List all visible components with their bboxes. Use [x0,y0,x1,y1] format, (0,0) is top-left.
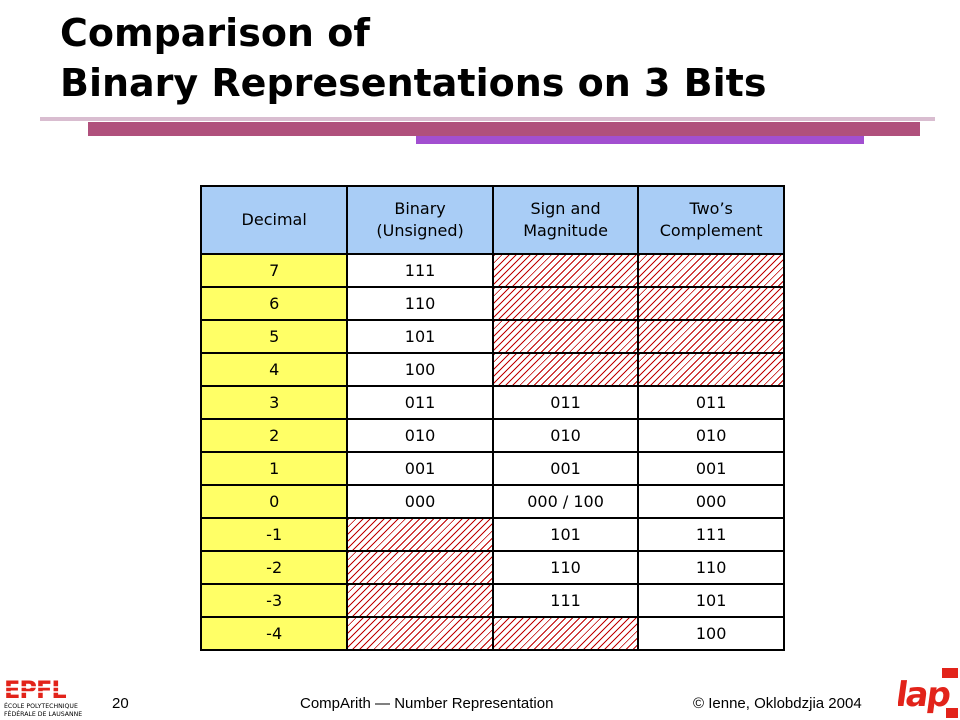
slide-title-line-2: Binary Representations on 3 Bits [60,61,767,105]
footer-copyright: © Ienne, Oklobdzjia 2004 [693,695,862,712]
cell-unsigned-not-representable [346,616,494,651]
cell-decimal: 0 [199,484,349,519]
table-row: -1 101 111 [199,517,785,552]
title-underline-thin [40,117,935,121]
cell-decimal: 6 [199,286,349,321]
svg-text:lap: lap [898,675,952,715]
svg-text:FÉDÉRALE DE LAUSANNE: FÉDÉRALE DE LAUSANNE [4,709,82,718]
cell-unsigned-not-representable [346,583,494,618]
cell-sign-magnitude-not-representable [491,616,640,651]
cell-sign-magnitude-not-representable [491,286,640,321]
cell-unsigned: 001 [346,451,494,486]
cell-sign-magnitude: 001 [491,451,640,486]
cell-sign-magnitude: 010 [491,418,640,453]
header-sign-line-1: Sign and [530,199,601,218]
table-body: 7 111 6 110 5 101 4 100 3 011 011 011 2 010 010 010 1 001… [199,253,785,651]
header-decimal-label: Decimal [241,210,307,229]
table-row: 4 100 [199,352,785,387]
cell-sign-magnitude-not-representable [491,253,640,288]
cell-decimal: 7 [199,253,349,288]
header-binary-line-2: (Unsigned) [376,221,464,240]
table-header-row: Decimal Binary (Unsigned) Sign and Magni… [199,185,785,255]
cell-twos-complement-not-representable [637,253,785,288]
cell-sign-magnitude-not-representable [491,352,640,387]
table-row: 7 111 [199,253,785,288]
cell-twos-complement: 000 [637,484,785,519]
header-decimal: Decimal [199,185,349,255]
cell-sign-magnitude: 000 / 100 [491,484,640,519]
slide-title: Comparison of Binary Representations on … [60,8,766,108]
cell-decimal: 5 [199,319,349,354]
table-row: -4 100 [199,616,785,651]
table-row: -2 110 110 [199,550,785,585]
cell-decimal: 1 [199,451,349,486]
cell-twos-complement-not-representable [637,319,785,354]
title-underline-accent [416,136,864,144]
cell-twos-complement: 110 [637,550,785,585]
header-binary-line-1: Binary [394,199,446,218]
cell-twos-complement: 101 [637,583,785,618]
table-row: 5 101 [199,319,785,354]
table-row: 0 000 000 / 100 000 [199,484,785,519]
cell-decimal: 4 [199,352,349,387]
header-twos-complement: Two’s Complement [637,185,785,255]
cell-unsigned: 111 [346,253,494,288]
cell-unsigned-not-representable [346,550,494,585]
header-sign-line-2: Magnitude [523,221,608,240]
cell-twos-complement: 001 [637,451,785,486]
cell-sign-magnitude: 110 [491,550,640,585]
cell-unsigned: 101 [346,319,494,354]
svg-text:ÉCOLE POLYTECHNIQUE: ÉCOLE POLYTECHNIQUE [4,701,78,710]
footer-course: CompArith — Number Representation [300,695,554,712]
table-row: 2 010 010 010 [199,418,785,453]
page-number: 20 [112,695,129,712]
table-row: 6 110 [199,286,785,321]
svg-text:EPFL: EPFL [4,676,66,704]
cell-sign-magnitude: 111 [491,583,640,618]
cell-unsigned-not-representable [346,517,494,552]
cell-unsigned: 000 [346,484,494,519]
cell-sign-magnitude-not-representable [491,319,640,354]
slide-title-line-1: Comparison of [60,11,370,55]
cell-unsigned: 110 [346,286,494,321]
cell-twos-complement: 010 [637,418,785,453]
cell-unsigned: 011 [346,385,494,420]
header-sign-magnitude: Sign and Magnitude [491,185,640,255]
cell-decimal: -2 [199,550,349,585]
lap-logo: lap [898,668,958,718]
cell-twos-complement: 011 [637,385,785,420]
header-twos-line-2: Complement [659,221,763,240]
cell-twos-complement: 111 [637,517,785,552]
cell-decimal: 2 [199,418,349,453]
cell-decimal: -1 [199,517,349,552]
cell-decimal: 3 [199,385,349,420]
representation-table: Decimal Binary (Unsigned) Sign and Magni… [199,185,785,651]
cell-unsigned: 010 [346,418,494,453]
header-binary-unsigned: Binary (Unsigned) [346,185,494,255]
header-twos-line-1: Two’s [689,199,733,218]
cell-sign-magnitude: 011 [491,385,640,420]
epfl-logo: EPFL ÉCOLE POLYTECHNIQUE FÉDÉRALE DE LAU… [4,676,82,718]
cell-unsigned: 100 [346,352,494,387]
cell-twos-complement-not-representable [637,352,785,387]
table-row: -3 111 101 [199,583,785,618]
cell-twos-complement: 100 [637,616,785,651]
cell-decimal: -3 [199,583,349,618]
cell-sign-magnitude: 101 [491,517,640,552]
cell-decimal: -4 [199,616,349,651]
cell-twos-complement-not-representable [637,286,785,321]
table-row: 3 011 011 011 [199,385,785,420]
table-row: 1 001 001 001 [199,451,785,486]
title-underline-thick [88,122,920,136]
